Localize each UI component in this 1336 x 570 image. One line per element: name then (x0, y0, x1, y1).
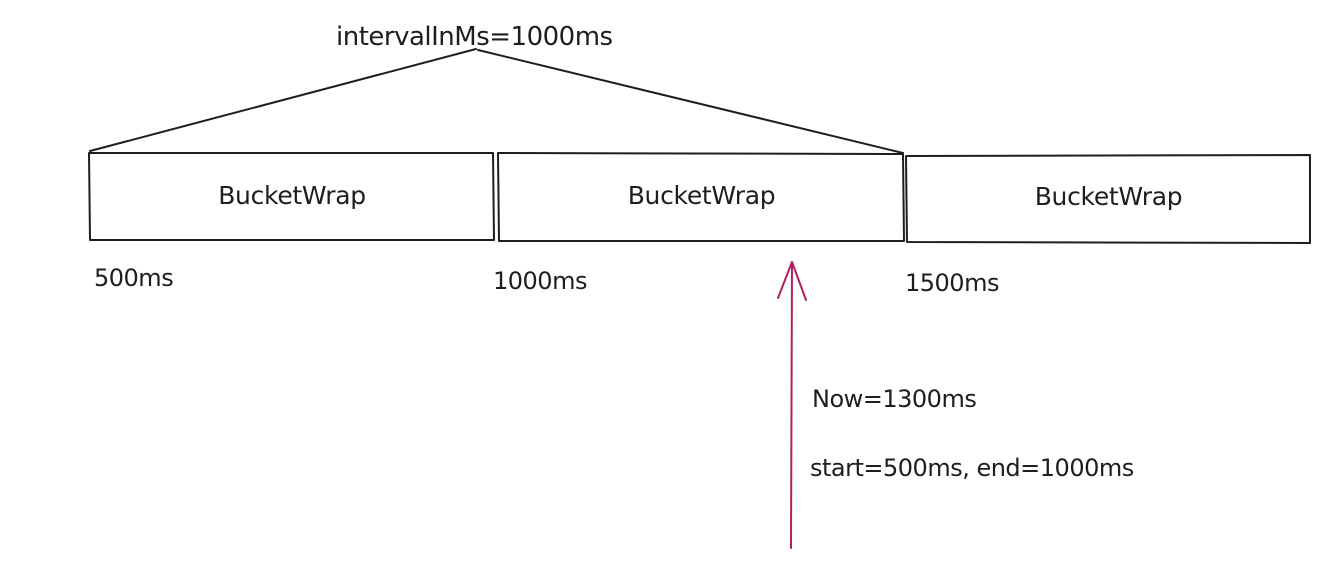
now-arrow (777, 261, 807, 549)
interval-brace (89, 48, 904, 154)
now-label: Now=1300ms (812, 385, 977, 413)
tick-label-500ms: 500ms (94, 264, 174, 292)
now-arrow-shaft (790, 261, 793, 549)
bucket-label-3: BucketWrap (1034, 182, 1183, 211)
now-arrow-head (777, 261, 807, 301)
interval-brace-right-line (477, 49, 904, 154)
bucket-box-2 (497, 152, 905, 242)
tick-label-1000ms: 1000ms (493, 267, 587, 295)
bucket-label-2: BucketWrap (627, 181, 776, 210)
window-range-label: start=500ms, end=1000ms (810, 454, 1134, 482)
interval-label: intervalInMs=1000ms (336, 22, 613, 52)
interval-brace-left-line (89, 48, 477, 152)
bucket-boxes (88, 152, 1311, 244)
bucket-box-3 (905, 154, 1311, 244)
bucket-box-1 (88, 152, 495, 241)
bucket-label-1: BucketWrap (218, 181, 366, 210)
tick-label-1500ms: 1500ms (905, 269, 999, 297)
